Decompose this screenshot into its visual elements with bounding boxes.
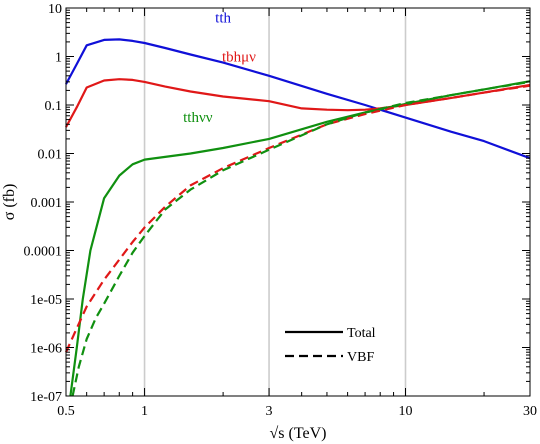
x-tick-label-1: 1 bbox=[141, 404, 148, 419]
series-line-tth-total bbox=[65, 38, 531, 160]
axis-ticks: 0.5 1 3 10 30 1e-07 1e-06 1e-05 0.0001 0.001 0.01 0… bbox=[24, 2, 538, 419]
y-axis-title: σ (fb) bbox=[1, 184, 18, 221]
series-label-tth: tth bbox=[215, 11, 231, 27]
series-line-tthvv-total bbox=[69, 80, 531, 397]
series-label-tthvv: tthνν bbox=[183, 110, 213, 126]
y-tick-label-4: 0.001 bbox=[31, 196, 63, 211]
x-tick-label-3: 10 bbox=[398, 404, 412, 419]
y-tick-label-5: 0.01 bbox=[38, 148, 63, 163]
x-tick-label-2: 3 bbox=[266, 404, 273, 419]
y-tick-label-3: 0.0001 bbox=[24, 245, 63, 260]
y-tick-label-0: 1e-07 bbox=[30, 390, 62, 405]
series-labels: tth tbhμν tthνν bbox=[183, 11, 256, 126]
gridlines bbox=[143, 8, 407, 396]
series-line-tbhmuv-total bbox=[65, 78, 531, 128]
y-tick-label-7: 1 bbox=[55, 51, 62, 66]
x-tick-label-0: 0.5 bbox=[57, 404, 75, 419]
x-tick-label-4: 30 bbox=[523, 404, 537, 419]
plot-series bbox=[64, 38, 531, 397]
legend-label-0: Total bbox=[347, 326, 376, 341]
plot-frame bbox=[65, 7, 531, 397]
legend: Total VBF bbox=[285, 326, 376, 365]
series-line-tthvv-vbf bbox=[71, 80, 531, 397]
y-tick-label-6: 0.1 bbox=[45, 99, 63, 114]
y-tick-label-8: 10 bbox=[48, 2, 62, 17]
legend-label-1: VBF bbox=[347, 350, 374, 365]
y-tick-label-2: 1e-05 bbox=[30, 293, 62, 308]
series-label-tbhmuv: tbhμν bbox=[222, 50, 256, 66]
y-tick-label-1: 1e-06 bbox=[30, 342, 62, 357]
x-axis-title: √s (TeV) bbox=[270, 425, 327, 442]
series-line-tbhmuv-vbf bbox=[64, 84, 531, 353]
